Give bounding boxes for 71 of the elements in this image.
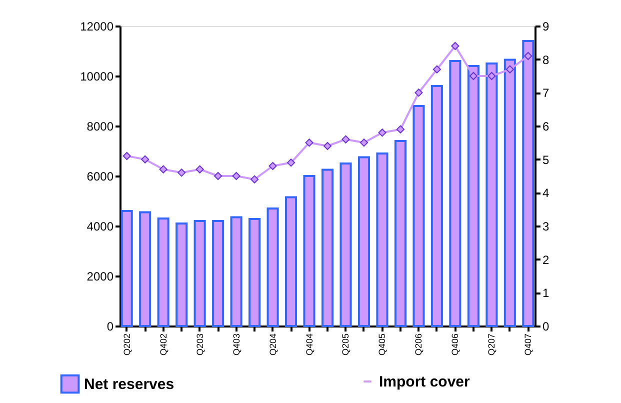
point (178, 168, 186, 177)
x-tick-label: Q206 (414, 334, 424, 356)
bar (212, 220, 224, 327)
x-tick-label: Q207 (486, 334, 497, 356)
y2-tick-label: 7 (542, 86, 550, 100)
y-tick-label: 8000 (86, 120, 114, 134)
point (250, 175, 259, 184)
bar (303, 175, 316, 327)
y2-tick-label: 5 (542, 152, 550, 167)
point (141, 155, 150, 164)
bar (430, 85, 443, 327)
point (196, 165, 204, 174)
y2-tick-label: 2 (542, 252, 550, 267)
bar (157, 218, 170, 327)
point (414, 88, 423, 97)
bar (376, 152, 388, 327)
bar (194, 220, 206, 327)
point (432, 65, 441, 74)
point (159, 165, 168, 174)
y2-tick-label: 3 (542, 220, 550, 234)
legend-label: Net reserves (84, 376, 174, 393)
x-tick-label: Q202 (122, 334, 132, 356)
y2-tick-label: 6 (542, 120, 550, 134)
bar (358, 156, 370, 327)
bar (321, 168, 334, 327)
x-tick-label: Q203 (194, 334, 205, 356)
point (396, 125, 405, 134)
x-tick-label: Q405 (377, 334, 388, 356)
point (469, 72, 478, 80)
bar (120, 210, 133, 327)
point (286, 158, 296, 167)
point (451, 42, 460, 50)
x-tick-label: Q407 (523, 334, 534, 356)
point (268, 162, 277, 170)
y-tick-label: 4000 (86, 220, 114, 234)
bar (394, 140, 406, 327)
y2-tick-label: 0 (542, 320, 550, 334)
y-tick-label: 12000 (80, 20, 114, 34)
y2-tick-label: 9 (542, 20, 550, 34)
point (488, 72, 496, 80)
point (122, 152, 131, 160)
y2-tick-label: 4 (542, 186, 550, 200)
x-tick-label: Q205 (340, 334, 351, 356)
x-tick-label: Q402 (158, 334, 168, 356)
x-tick-label: Q404 (304, 334, 314, 356)
y2-tick-label: 8 (542, 52, 550, 67)
bar (248, 218, 261, 327)
x-tick-label: Q406 (450, 334, 460, 356)
y2-tick-label: 1 (542, 286, 550, 300)
y-tick-label: 2000 (86, 270, 114, 284)
bar (230, 216, 242, 327)
point (323, 142, 332, 150)
point (524, 52, 532, 60)
legend-label: Import cover (379, 374, 470, 390)
point (305, 138, 314, 147)
bar (266, 208, 279, 327)
y-tick-label: 0 (106, 320, 114, 334)
point (378, 128, 386, 137)
bar (285, 196, 298, 327)
bar (176, 222, 188, 327)
y-tick-label: 6000 (86, 170, 114, 184)
bar (139, 211, 152, 327)
point (214, 172, 222, 180)
point (360, 138, 368, 147)
point (232, 172, 240, 180)
x-tick-label: Q403 (231, 334, 242, 356)
bar (340, 162, 352, 327)
point (506, 65, 514, 74)
point (342, 135, 350, 144)
y-tick-label: 10000 (80, 70, 114, 84)
x-tick-label: Q204 (268, 334, 278, 356)
